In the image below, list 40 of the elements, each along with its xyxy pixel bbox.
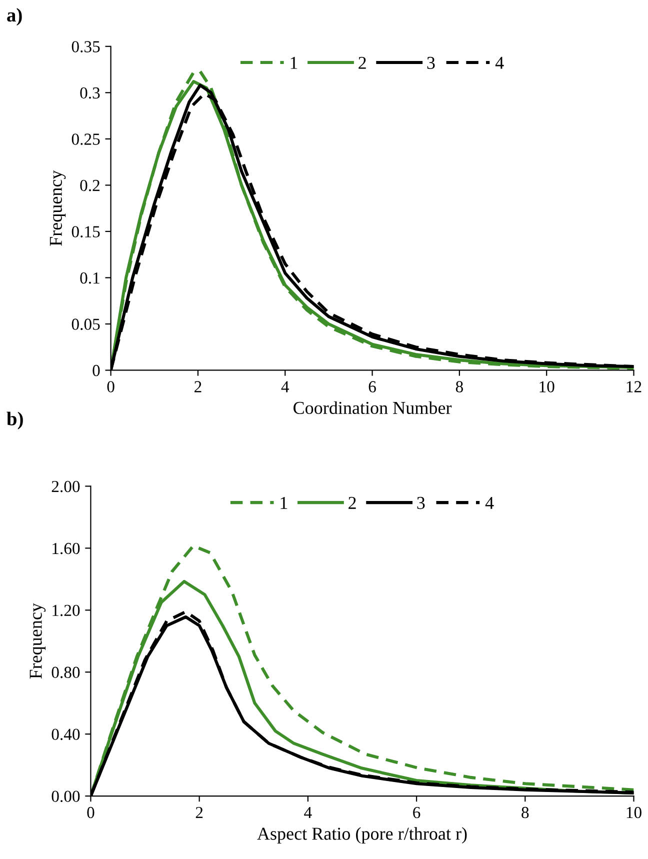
- legend-label: 4: [485, 497, 494, 509]
- x-tick-label: 4: [281, 381, 290, 392]
- y-axis-title: Frequency: [30, 603, 46, 679]
- x-tick-label: 2: [196, 806, 203, 818]
- y-tick-label: 0.05: [72, 318, 100, 330]
- x-tick-label: 6: [413, 806, 420, 818]
- y-tick-label: 0.2: [80, 180, 100, 192]
- chart-title: b): [6, 412, 23, 430]
- legend-label: 1: [290, 56, 298, 69]
- y-tick-label: 1.20: [52, 604, 80, 616]
- chart-title: a): [7, 8, 22, 26]
- y-tick-label: 1.60: [52, 542, 80, 554]
- legend-label: 3: [427, 56, 435, 69]
- x-tick-label: 2: [194, 381, 202, 392]
- legend-label: 2: [358, 56, 366, 69]
- x-axis-title: Aspect Ratio (pore r/throat r): [257, 827, 467, 844]
- legend-label: 1: [280, 496, 288, 509]
- y-tick-label: 0.15: [72, 226, 100, 238]
- y-tick-label: 0.25: [72, 134, 100, 145]
- x-tick-label: 10: [626, 806, 642, 818]
- y-tick-label: 0.80: [52, 666, 80, 678]
- y-tick-label: 0.00: [52, 790, 80, 802]
- x-tick-label: 4: [304, 807, 312, 818]
- y-tick-label: 0.35: [72, 41, 100, 52]
- x-tick-label: 8: [456, 381, 463, 392]
- x-tick-label: 0: [107, 381, 114, 392]
- y-tick-label: 0.3: [80, 87, 100, 99]
- x-tick-label: 12: [626, 381, 642, 392]
- legend-label: 3: [417, 496, 425, 510]
- y-tick-label: 0: [92, 364, 100, 376]
- legend-label: 4: [495, 56, 504, 69]
- x-axis-title: Coordination Number: [294, 401, 452, 414]
- x-tick-label: 6: [368, 381, 376, 392]
- y-tick-label: 0.1: [80, 272, 100, 284]
- x-tick-label: 10: [540, 381, 554, 392]
- legend-label: 2: [348, 496, 356, 509]
- y-axis-title: Frequency: [50, 170, 66, 246]
- x-tick-label: 8: [522, 806, 529, 818]
- y-tick-label: 0.40: [52, 728, 80, 740]
- y-tick-label: 2.00: [52, 480, 80, 492]
